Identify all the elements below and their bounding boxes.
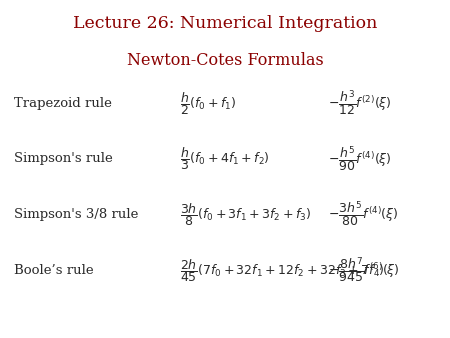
Text: $\dfrac{h}{3}(f_0 + 4f_1 + f_2)$: $\dfrac{h}{3}(f_0 + 4f_1 + f_2)$ xyxy=(180,145,270,172)
Text: Newton-Cotes Formulas: Newton-Cotes Formulas xyxy=(126,52,324,69)
Text: $-\dfrac{h^3}{12}f^{(2)}(\xi)$: $-\dfrac{h^3}{12}f^{(2)}(\xi)$ xyxy=(328,88,392,118)
Text: $\dfrac{2h}{45}(7f_0 + 32f_1 + 12f_2 + 32f_3 + 7f_4)$: $\dfrac{2h}{45}(7f_0 + 32f_1 + 12f_2 + 3… xyxy=(180,257,385,284)
Text: $-\dfrac{h^5}{90}f^{(4)}(\xi)$: $-\dfrac{h^5}{90}f^{(4)}(\xi)$ xyxy=(328,144,392,174)
Text: Simpson's rule: Simpson's rule xyxy=(14,152,112,165)
Text: Lecture 26: Numerical Integration: Lecture 26: Numerical Integration xyxy=(73,15,377,32)
Text: $\dfrac{3h}{8}(f_0 + 3f_1 + 3f_2 + f_3)$: $\dfrac{3h}{8}(f_0 + 3f_1 + 3f_2 + f_3)$ xyxy=(180,201,311,228)
Text: Trapezoid rule: Trapezoid rule xyxy=(14,97,112,110)
Text: Simpson's 3/8 rule: Simpson's 3/8 rule xyxy=(14,208,138,221)
Text: $-\dfrac{3h^5}{80}f^{(4)}(\xi)$: $-\dfrac{3h^5}{80}f^{(4)}(\xi)$ xyxy=(328,200,399,230)
Text: $-\dfrac{8h^7}{945}f^{(6)}(\xi)$: $-\dfrac{8h^7}{945}f^{(6)}(\xi)$ xyxy=(328,256,400,285)
Text: Boole’s rule: Boole’s rule xyxy=(14,264,93,277)
Text: $\dfrac{h}{2}(f_0 + f_1)$: $\dfrac{h}{2}(f_0 + f_1)$ xyxy=(180,90,236,117)
